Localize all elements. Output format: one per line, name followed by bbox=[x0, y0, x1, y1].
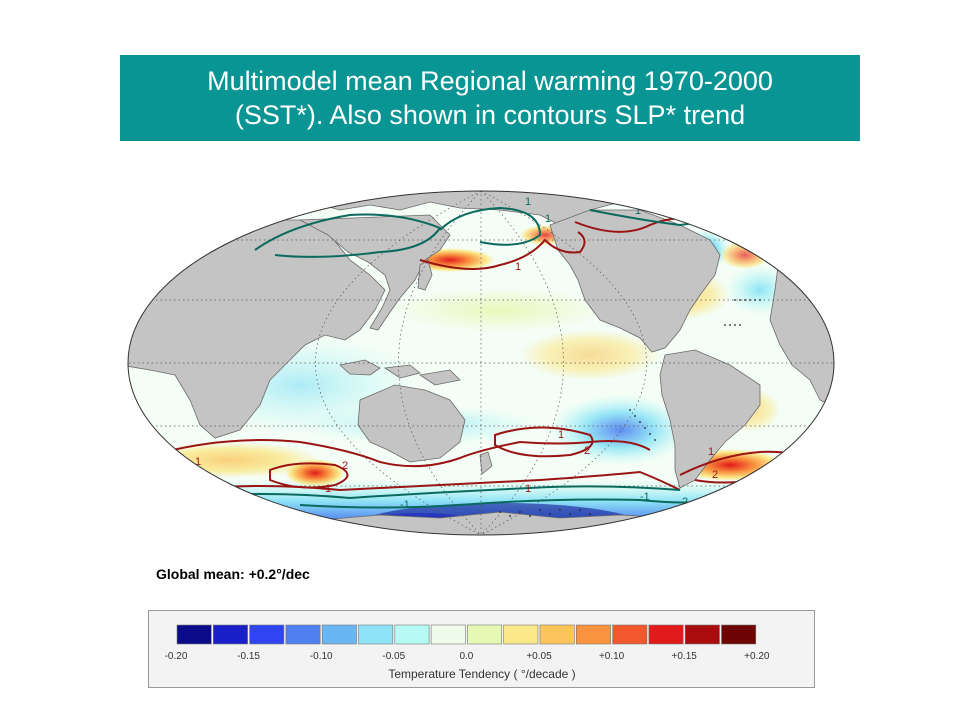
contour-south-ring bbox=[139, 470, 681, 496]
legend-swatch bbox=[213, 624, 248, 645]
contour-label: 2 bbox=[712, 469, 718, 481]
contour-label: 1 bbox=[558, 429, 564, 441]
color-legend: -0.20 -0.15 -0.10 -0.05 0.0 +0.05 +0.10 +0.15 +0… bbox=[148, 610, 815, 688]
legend-tick-label: +0.20 bbox=[744, 651, 770, 662]
legend-tick-label: +0.10 bbox=[599, 651, 625, 662]
indonesia-1 bbox=[339, 359, 381, 376]
africa-eurasia bbox=[128, 219, 386, 439]
title-banner: Multimodel mean Regional warming 1970-20… bbox=[120, 55, 860, 141]
contour-label: 1 bbox=[625, 193, 631, 205]
contour-antarctic-1 bbox=[179, 485, 681, 500]
legend-tick-label: +0.05 bbox=[526, 651, 552, 662]
contour-north-asia bbox=[254, 213, 442, 258]
legend-swatch bbox=[285, 624, 321, 645]
contour-label: 1 bbox=[525, 196, 531, 208]
legend-swatch bbox=[358, 624, 394, 645]
contour-south-2b bbox=[494, 426, 594, 458]
contour-label: 1 bbox=[525, 483, 531, 495]
contour-label: -1 bbox=[665, 203, 675, 215]
legend-swatches bbox=[176, 624, 757, 645]
contour-north-pacific-neg bbox=[439, 206, 542, 246]
sst-trend-map: 1 1 1 1 1 1 2 1 1 2 1 2 2 1 1 -1 -1 -1 -… bbox=[127, 190, 835, 536]
legend-swatch bbox=[321, 624, 357, 645]
contour-antarctic-2 bbox=[299, 498, 721, 509]
east-asia bbox=[298, 214, 451, 331]
title-line-2: (SST*). Also shown in contours SLP* tren… bbox=[234, 100, 746, 130]
significance-stippling bbox=[499, 299, 761, 517]
legend-swatch bbox=[176, 624, 212, 645]
legend-swatch bbox=[394, 624, 430, 645]
new-guinea bbox=[418, 369, 461, 386]
contour-label: -1 bbox=[265, 501, 275, 513]
japan bbox=[417, 259, 433, 291]
legend-swatch bbox=[467, 624, 502, 645]
legend-tick-label: 0.0 bbox=[459, 651, 473, 662]
north-america bbox=[549, 209, 721, 353]
world-map: 1 1 1 1 1 1 2 1 1 2 1 2 2 1 1 -1 -1 -1 -… bbox=[120, 180, 840, 550]
legend-swatch bbox=[249, 624, 285, 645]
legend-swatch bbox=[612, 624, 648, 645]
legend-swatch bbox=[503, 624, 539, 645]
contour-label: -1 bbox=[640, 491, 650, 503]
legend-tick-label: -0.10 bbox=[310, 651, 333, 662]
contour-label: 1 bbox=[195, 456, 201, 468]
indonesia-2 bbox=[383, 364, 421, 379]
title-line-1: Multimodel mean Regional warming 1970-20… bbox=[207, 66, 773, 96]
contour-label: 1 bbox=[708, 446, 714, 458]
new-zealand bbox=[479, 451, 493, 475]
legend-swatch bbox=[648, 624, 684, 645]
antarctica bbox=[128, 511, 834, 535]
contour-south-1b bbox=[519, 440, 651, 451]
contour-label: 2 bbox=[342, 460, 348, 472]
legend-tick-label: -0.05 bbox=[382, 651, 405, 662]
contour-north-pacific bbox=[419, 231, 586, 270]
contour-label: 1 bbox=[545, 213, 551, 225]
globe-outline bbox=[127, 190, 835, 536]
legend-tick-label: -0.20 bbox=[165, 651, 188, 662]
legend-swatch bbox=[684, 624, 720, 645]
legend-title: Temperature Tendency ( °/decade ) bbox=[388, 667, 575, 681]
contour-label: 2 bbox=[682, 496, 688, 508]
legend-swatch bbox=[539, 624, 575, 645]
global-mean-label: Global mean: +0.2°/dec bbox=[156, 566, 310, 582]
contour-label: 1 bbox=[325, 483, 331, 495]
contour-label: 2 bbox=[584, 445, 590, 457]
south-america bbox=[659, 349, 761, 489]
legend-swatch bbox=[721, 624, 757, 645]
australia bbox=[357, 384, 466, 463]
legend-tick-label: +0.15 bbox=[672, 651, 698, 662]
legend-swatch bbox=[575, 624, 611, 645]
contour-label: 1 bbox=[208, 235, 214, 247]
legend-ticks: -0.20 -0.15 -0.10 -0.05 0.0 +0.05 +0.10 +0.15 +0… bbox=[165, 651, 770, 662]
contour-label: 1 bbox=[515, 261, 521, 273]
contour-label: 1 bbox=[625, 191, 631, 203]
contour-south-1 bbox=[159, 439, 521, 468]
legend-tick-label: -0.15 bbox=[237, 651, 260, 662]
contour-label: -1 bbox=[400, 499, 410, 511]
contour-label: 1 bbox=[635, 205, 641, 217]
legend-graphic: -0.20 -0.15 -0.10 -0.05 0.0 +0.05 +0.10 +0.15 +0… bbox=[165, 624, 770, 681]
legend-swatch bbox=[430, 624, 466, 645]
